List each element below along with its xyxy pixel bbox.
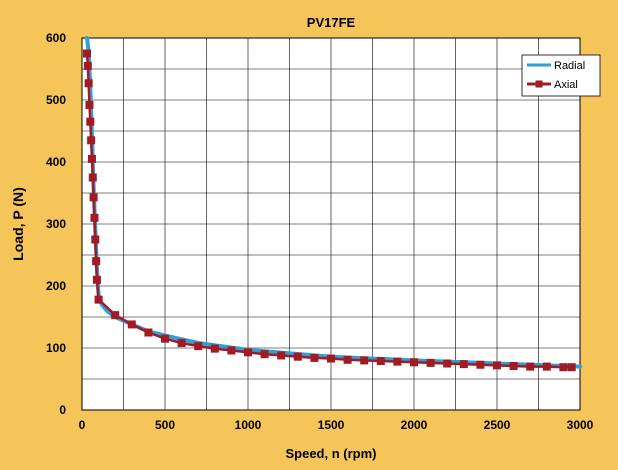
legend: Radial Axial (521, 54, 601, 97)
data-point-axial (86, 117, 95, 126)
chart-title: PV17FE (307, 15, 356, 30)
data-point-axial (393, 357, 402, 366)
data-point-axial (426, 358, 435, 367)
data-point-axial (177, 339, 186, 348)
y-tick-label: 200 (46, 279, 66, 293)
y-tick-label: 0 (59, 403, 66, 417)
data-point-axial (88, 173, 97, 182)
data-point-axial (327, 354, 335, 363)
data-point-axial (360, 356, 369, 365)
y-tick-label: 100 (46, 341, 66, 355)
y-tick-labels: 0 100 200 300 400 500 600 (46, 31, 66, 417)
x-tick-label: 2000 (401, 418, 428, 432)
data-point-axial (443, 359, 452, 368)
data-point-axial (567, 363, 576, 372)
data-point-axial (509, 361, 518, 370)
data-point-axial (111, 311, 120, 320)
data-point-axial (227, 346, 236, 355)
legend-box (521, 54, 601, 97)
data-point-axial (82, 49, 91, 58)
grid-lines (82, 38, 580, 410)
data-point-axial (277, 351, 286, 360)
data-point-axial (244, 348, 252, 357)
legend-label-axial: Axial (554, 79, 578, 91)
data-point-axial (526, 362, 535, 371)
data-point-axial (92, 275, 101, 284)
data-point-axial (542, 362, 551, 371)
x-tick-label: 1000 (235, 418, 262, 432)
y-tick-label: 400 (46, 155, 66, 169)
data-point-axial (94, 295, 103, 304)
legend-label-radial: Radial (554, 60, 585, 72)
data-point-axial (83, 61, 92, 70)
x-tick-labels: 0 500 1000 1500 2000 2500 3000 (79, 418, 594, 432)
data-point-axial (92, 257, 101, 266)
x-tick-label: 2500 (484, 418, 511, 432)
data-point-axial (293, 352, 302, 361)
y-tick-label: 300 (46, 217, 66, 231)
data-point-axial (410, 358, 418, 367)
data-point-axial (559, 363, 568, 372)
data-point-axial (343, 355, 352, 364)
data-point-axial (194, 342, 203, 351)
x-tick-label: 500 (155, 418, 175, 432)
y-tick-label: 600 (46, 31, 66, 45)
data-point-axial (459, 360, 468, 369)
data-point-axial (127, 320, 136, 329)
data-point-axial (87, 154, 96, 163)
series-layer (82, 36, 582, 372)
data-point-axial (90, 213, 99, 222)
data-point-axial (310, 353, 319, 362)
legend-marker-axial (535, 80, 543, 88)
data-point-axial (493, 361, 501, 370)
data-point-axial (260, 350, 269, 359)
data-point-axial (91, 235, 100, 244)
x-tick-label: 0 (79, 418, 86, 432)
data-point-axial (85, 100, 94, 109)
x-tick-label: 3000 (567, 418, 594, 432)
data-point-axial (144, 328, 153, 337)
x-axis-title: Speed, n (rpm) (285, 446, 376, 461)
x-tick-label: 1500 (318, 418, 345, 432)
data-point-axial (161, 334, 169, 343)
data-point-axial (376, 357, 385, 366)
plot-area-border (81, 37, 581, 411)
data-point-axial (89, 193, 98, 202)
data-point-axial (210, 344, 219, 353)
data-point-axial (476, 360, 485, 369)
y-tick-label: 500 (46, 93, 66, 107)
y-axis-title: Load, P (N) (10, 187, 26, 261)
data-point-axial (87, 136, 96, 145)
data-point-axial (84, 79, 93, 88)
